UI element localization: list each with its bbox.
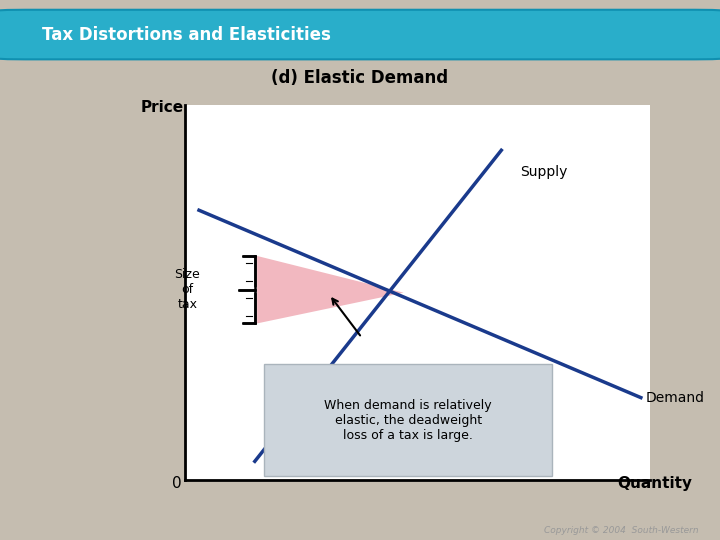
Text: 0: 0 bbox=[171, 476, 181, 491]
Text: Supply: Supply bbox=[520, 165, 567, 179]
FancyBboxPatch shape bbox=[264, 364, 552, 476]
Text: Copyright © 2004  South-Western: Copyright © 2004 South-Western bbox=[544, 525, 698, 535]
Text: Price: Price bbox=[140, 100, 184, 116]
Text: When demand is relatively
elastic, the deadweight
loss of a tax is large.: When demand is relatively elastic, the d… bbox=[325, 399, 492, 442]
Text: Tax Distortions and Elasticities: Tax Distortions and Elasticities bbox=[42, 25, 330, 44]
Text: Demand: Demand bbox=[646, 390, 704, 404]
Text: Size
of
tax: Size of tax bbox=[174, 268, 200, 311]
Text: Quantity: Quantity bbox=[618, 476, 693, 491]
Polygon shape bbox=[257, 256, 404, 323]
FancyBboxPatch shape bbox=[241, 256, 255, 323]
Text: (d) Elastic Demand: (d) Elastic Demand bbox=[271, 69, 449, 87]
FancyBboxPatch shape bbox=[0, 10, 720, 59]
